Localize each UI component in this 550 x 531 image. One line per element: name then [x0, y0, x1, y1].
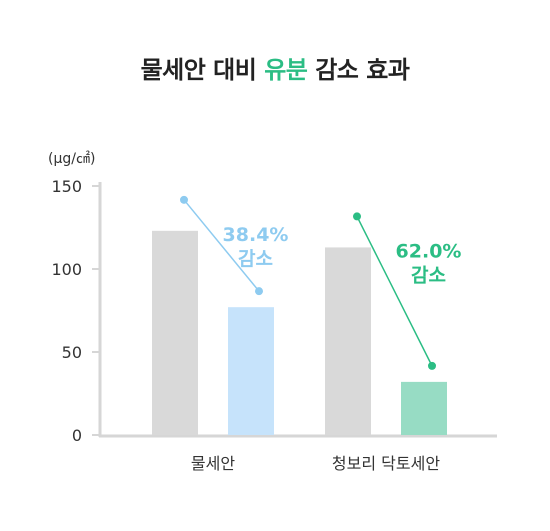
title-suffix: 감소 효과: [307, 56, 410, 84]
bar-after: [401, 381, 447, 435]
y-tick-label: 100: [51, 260, 82, 279]
trend-start-dot: [353, 212, 361, 221]
title-highlight: 유분: [264, 56, 308, 84]
trend-end-dot: [428, 361, 436, 370]
y-tick-label: 150: [51, 177, 82, 196]
bar-before: [152, 230, 198, 435]
chart-title: 물세안 대비 유분 감소 효과: [0, 50, 550, 85]
reduction-label: 감소: [411, 264, 446, 286]
y-tick-label: 50: [62, 343, 82, 362]
y-tick-label: 0: [72, 426, 82, 445]
trend-end-dot: [255, 287, 263, 296]
trend-start-dot: [180, 195, 188, 204]
y-unit-label: (μg/㎠): [48, 151, 95, 167]
title-prefix: 물세안 대비: [140, 56, 265, 84]
bar-after: [228, 307, 274, 435]
x-category-label: 물세안: [191, 454, 235, 473]
x-category-label: 청보리 닥토세안: [332, 454, 440, 473]
bar-before: [325, 247, 371, 435]
trend-line: [183, 199, 260, 292]
trend-line: [356, 216, 433, 367]
reduction-label: 감소: [238, 248, 273, 270]
reduction-percent: 62.0%: [396, 240, 462, 262]
reduction-percent: 38.4%: [223, 224, 289, 246]
